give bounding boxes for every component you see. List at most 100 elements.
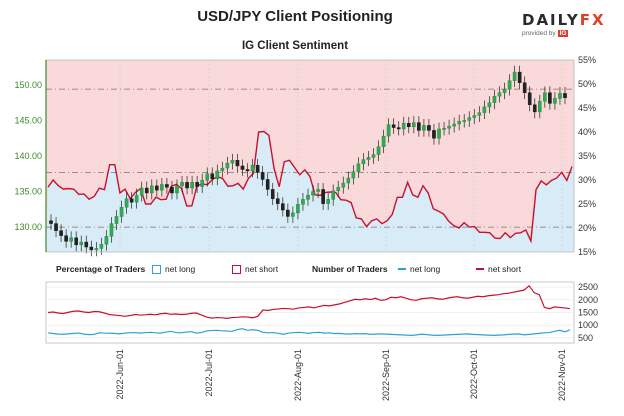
price-candle [200,179,204,187]
price-candle [160,184,164,191]
price-candle [401,123,406,130]
price-candle [412,122,416,128]
price-candle [406,123,411,128]
price-candle [240,165,245,170]
price-tick-label: 140.00 [14,151,42,161]
price-candle [512,71,517,81]
pct-tick-label: 20% [578,223,596,233]
price-candle [462,120,467,122]
price-candle [291,212,295,217]
legend-num-short-swatch [476,268,484,270]
price-candle [507,80,512,90]
price-candle [255,165,260,173]
price-candle [139,187,144,196]
price-candle [331,190,335,200]
price-tick-label: 145.00 [14,115,42,125]
price-candle [381,135,386,147]
pct-tick-label: 40% [578,127,596,137]
price-candle [422,125,426,131]
price-candle [149,185,154,194]
price-candle [230,160,235,164]
legend-num-long-swatch [398,268,406,270]
count-tick-label: 2500 [578,282,598,292]
price-candle [49,220,53,224]
price-candle [260,172,265,180]
x-date-label: 2022-Sep-01 [381,349,391,401]
price-candle [124,198,129,208]
pct-tick-label: 35% [578,151,596,161]
price-candle [99,243,104,249]
count-tick-label: 500 [578,333,593,343]
price-candle [432,130,436,139]
legend-pct-short-swatch [232,264,241,274]
price-candle [341,182,346,188]
price-candle [144,187,149,194]
price-candle [558,93,562,99]
pct-tick-label: 15% [578,247,596,257]
price-candle [119,206,124,217]
net-short-pct-line [47,130,573,244]
price-candle [104,236,109,245]
legend-num-short-label: net short [488,264,522,274]
price-candle [64,235,68,242]
pct-tick-label: 50% [578,79,596,89]
price-candle [175,185,179,194]
legend-pct-short: net short [232,264,278,274]
price-candle [527,92,532,106]
price-candle [134,194,139,203]
legend-pct-title: Percentage of Traders [56,264,146,274]
price-candles [49,65,567,257]
ig-badge: IG [557,30,569,37]
price-candle [336,187,341,192]
price-candle [538,101,542,113]
x-date-label: 2022-Jun-01 [115,349,125,400]
price-candle [351,171,356,179]
price-tick-label: 130.00 [14,222,42,232]
price-candle [114,216,119,224]
price-candle [301,199,305,205]
legend-num-long-label: net long [410,264,441,274]
count-tick-label: 1000 [578,320,598,330]
pct-tick-label: 55% [578,55,596,65]
price-candle [311,191,315,196]
x-date-label: 2022-Oct-01 [469,349,479,399]
price-candle [346,177,351,184]
price-candle [497,92,502,97]
price-candle [215,170,220,179]
price-candle [361,159,366,165]
pct-tick-label: 45% [578,103,596,113]
logo-text-daily: DAILY [522,11,580,29]
price-candle [89,246,94,251]
price-candle [482,106,487,113]
num-net-short-line [47,284,571,319]
price-candle [356,163,361,172]
price-candle [79,241,84,246]
price-candle [155,185,159,191]
price-candle [265,179,270,190]
price-candle [396,127,401,130]
price-candle [532,104,537,113]
legend-pct-long-label: net long [165,264,196,274]
price-candle [74,237,78,246]
price-candle [442,128,446,130]
price-candle [210,173,215,179]
price-candle [129,198,134,203]
price-candle [190,182,194,189]
price-candle [316,189,320,192]
price-candle [94,248,99,251]
price-candle [563,93,567,98]
pct-tick-label: 25% [578,199,596,209]
price-candle [447,125,451,129]
price-candle [245,169,250,172]
price-candle [185,182,189,189]
price-candle [427,125,431,131]
price-candle [281,203,285,211]
x-date-label: 2022-Jul-01 [204,349,214,397]
price-candle [437,128,441,139]
count-tick-label: 2000 [578,295,598,305]
price-candle [326,199,330,204]
price-candle [270,189,275,199]
price-candle [306,194,310,200]
price-candle [321,189,325,204]
